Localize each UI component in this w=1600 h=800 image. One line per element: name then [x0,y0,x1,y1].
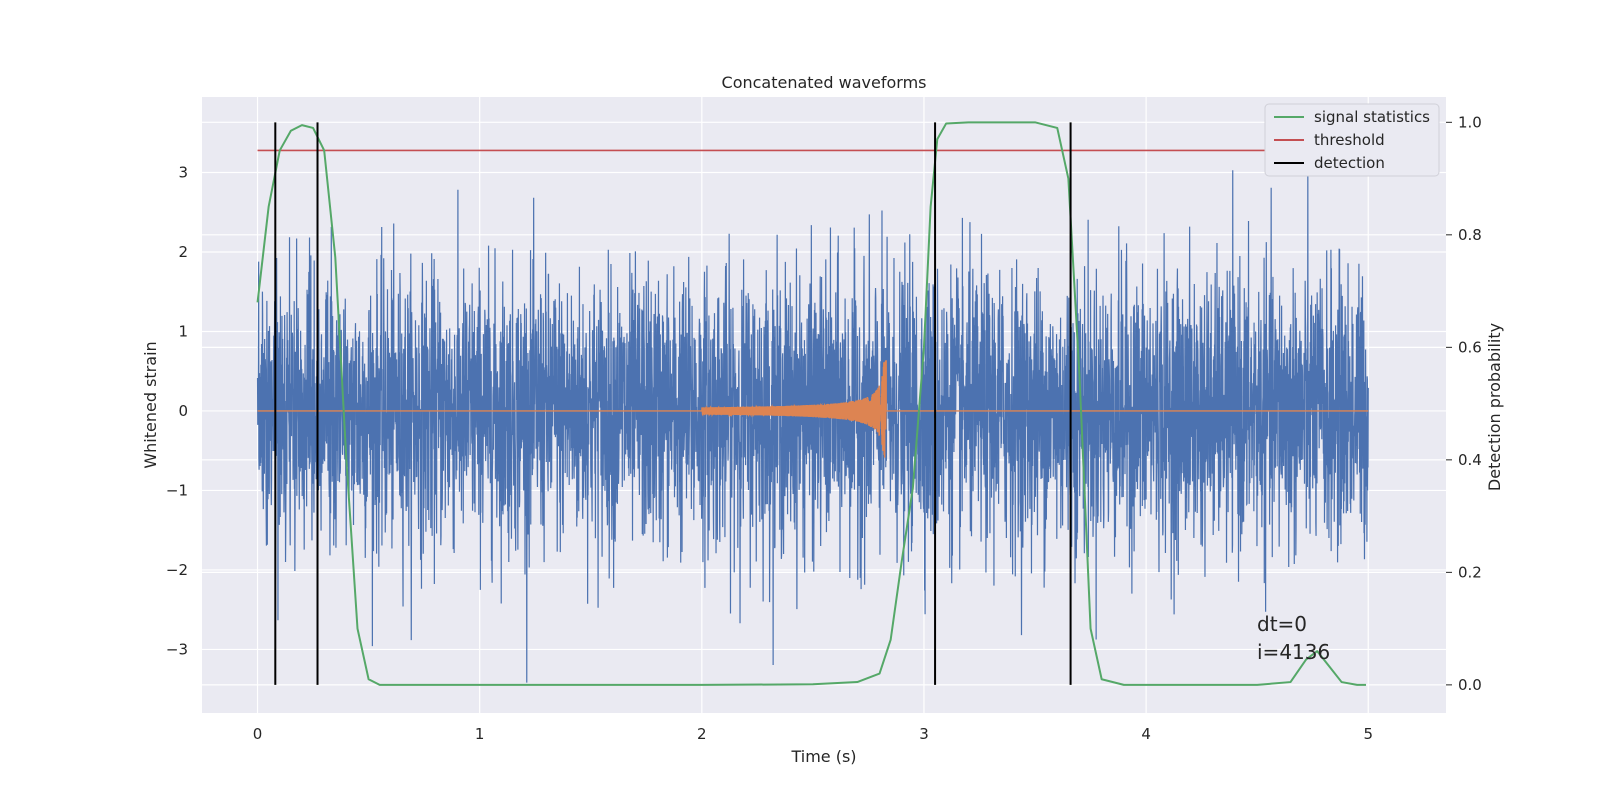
signal-statistics-line [256,121,1367,686]
y2-tick-label-2: 0.4 [1458,451,1482,469]
y2-tick-label-0: 0.0 [1458,676,1482,694]
y2-tick-label-4: 0.8 [1458,226,1482,244]
y-axis-ticks: −3 −2 −1 0 1 2 3 [166,164,188,659]
x-axis-ticks: 0 1 2 3 4 5 [253,725,1373,743]
y2-axis-ticks: 0.0 0.2 0.4 0.6 0.8 1.0 [1446,113,1482,694]
signal-statistics-series [256,121,1367,686]
x-tick-label-3: 3 [919,725,929,743]
chart-title: Concatenated waveforms [722,73,927,92]
y2-axis-label: Detection probability [1485,323,1504,491]
legend-label-detection: detection [1314,154,1385,172]
y-tick-label-5: 2 [178,243,188,261]
strain-line [256,168,1369,683]
legend-frame [1264,103,1440,177]
y-tick-label-6: 3 [178,164,188,182]
x-tick-label-1: 1 [475,725,485,743]
legend-label-signal-statistics: signal statistics [1314,108,1430,126]
annotation-dt: dt=0 [1257,612,1307,636]
y-tick-label-3: 0 [178,402,188,420]
y-tick-label-0: −3 [166,640,188,658]
x-tick-label-0: 0 [253,725,263,743]
y-axis-label: Whitened strain [141,341,160,468]
y2-tick-label-1: 0.2 [1458,563,1482,581]
y-tick-label-2: −1 [166,481,188,499]
x-axis-label: Time (s) [790,747,856,766]
waveform-line [257,360,1369,458]
x-tick-label-5: 5 [1363,725,1373,743]
x-tick-label-2: 2 [697,725,707,743]
legend-label-threshold: threshold [1314,131,1385,149]
waveform-series [257,360,1369,458]
detection-series [274,122,1072,685]
strain-series [256,168,1369,683]
y2-tick-label-3: 0.6 [1458,338,1482,356]
annotation-index: i=4136 [1257,640,1330,664]
y-tick-label-1: −2 [166,561,188,579]
x-tick-label-4: 4 [1141,725,1151,743]
y2-tick-label-5: 1.0 [1458,113,1482,131]
legend: signal statistics threshold detection [1264,103,1440,177]
y-tick-label-4: 1 [178,322,188,340]
